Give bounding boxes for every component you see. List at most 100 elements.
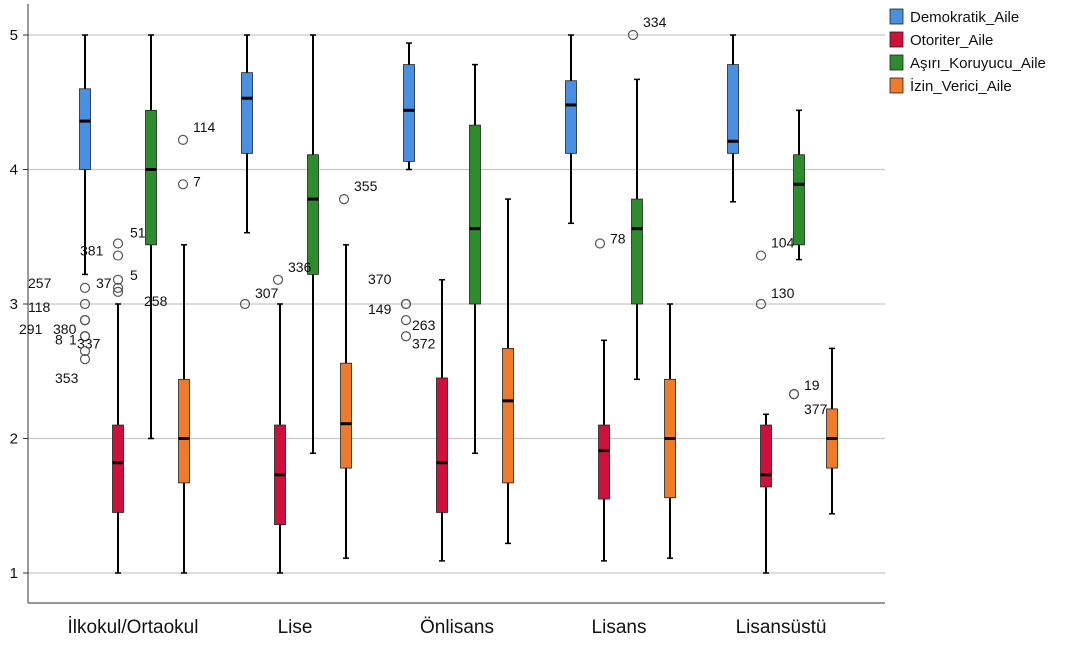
outlier-label: 355 (354, 178, 378, 194)
box-rect (145, 109, 157, 246)
box-rect (793, 154, 805, 246)
box-rect (340, 362, 352, 469)
legend-label: Aşırı_Koruyucu_Aile (910, 55, 1046, 72)
y-tick-label: 5 (10, 27, 18, 44)
y-tick-label: 1 (10, 565, 18, 582)
legend-label: Otoriter_Aile (910, 32, 993, 49)
box-rect (727, 64, 739, 154)
outlier-label: 78 (610, 230, 626, 246)
legend-label: İzin_Verici_Aile (910, 77, 1012, 95)
box-rect (469, 124, 481, 305)
outlier-point (112, 286, 124, 297)
outlier-label: 353 (55, 370, 79, 386)
outlier-label: 336 (288, 259, 312, 275)
outlier-label: 118 (28, 299, 51, 315)
x-category-label: İlkokul/Ortaokul (68, 617, 199, 638)
box-rect (631, 198, 643, 305)
outlier-point (112, 274, 124, 285)
box-rect (403, 64, 415, 162)
outlier-label: 381 (80, 243, 104, 259)
outlier-label: 372 (412, 335, 436, 351)
y-tick-label: 4 (10, 162, 18, 179)
outlier-point (272, 274, 284, 285)
outlier-point (112, 250, 124, 261)
outlier-point (594, 238, 606, 249)
box-0-0 (79, 34, 91, 276)
legend-swatch (889, 77, 904, 94)
box-0-3 (565, 34, 577, 225)
outlier-label: 307 (255, 285, 279, 301)
outlier-label: 1 (69, 331, 77, 347)
x-category-label: Lisansüstü (736, 617, 827, 638)
outlier-point (79, 331, 91, 342)
outlier-label: 263 (412, 317, 436, 333)
legend-swatch (889, 31, 904, 48)
box-2-0 (145, 34, 157, 440)
outlier-point (177, 134, 189, 146)
outlier-label: 149 (368, 301, 392, 317)
outlier-label: 104 (771, 235, 795, 251)
box-1-0 (112, 303, 124, 574)
box-rect (565, 80, 577, 154)
outlier-label: 5 (130, 267, 138, 283)
outlier-point (627, 29, 639, 41)
x-category-label: Önlisans (420, 617, 494, 638)
legend-swatch (889, 54, 904, 71)
box-1-4 (760, 413, 772, 574)
grid-layer (28, 34, 885, 574)
y-tick-label: 3 (10, 296, 18, 313)
box-rect (436, 377, 448, 513)
outlier-point (79, 298, 91, 310)
outlier-label: 19 (804, 377, 820, 393)
outlier-point (400, 298, 412, 310)
box-3-2 (502, 198, 514, 545)
outlier-label: 8 (55, 331, 63, 347)
box-1-1 (274, 303, 286, 574)
box-0-4 (727, 34, 739, 203)
box-2-1 (307, 34, 319, 455)
box-3-0 (178, 244, 190, 574)
outlier-label: 130 (771, 285, 795, 301)
outlier-point (400, 315, 412, 326)
outlier-label: 334 (643, 14, 667, 30)
outlier-label: 114 (193, 119, 216, 135)
outlier-point (112, 282, 124, 293)
box-1-2 (436, 279, 448, 562)
outlier-label: 257 (28, 275, 52, 291)
box-rect (112, 424, 124, 513)
axis-layer: 1 2 3 4 5 İlkokul/Ortaokul Lise Önlisans Lisans L… (10, 4, 885, 638)
outlier-point (79, 354, 91, 365)
box-3-4 (826, 347, 838, 515)
box-2-2 (469, 63, 481, 455)
box-2-4 (793, 109, 805, 261)
outlier-label: 370 (368, 271, 392, 287)
outlier-point (79, 345, 91, 357)
legend-label: Demokratik_Aile (910, 9, 1019, 26)
outlier-point (788, 389, 800, 400)
outlier-label: 380 (53, 321, 77, 337)
legend: Demokratik_Aile Otoriter_Aile Aşırı_Koruyu… (889, 8, 1046, 95)
box-layer (79, 34, 838, 574)
box-3-1 (340, 244, 352, 559)
outlier-point (239, 298, 251, 310)
box-rect (307, 154, 319, 275)
outlier-label: 37 (96, 275, 112, 291)
outlier-label: 291 (19, 321, 43, 337)
box-0-1 (241, 34, 253, 234)
box-rect (79, 88, 91, 170)
box-rect (598, 424, 610, 500)
outlier-point (177, 179, 189, 190)
outlier-point (79, 315, 91, 326)
x-category-label: Lisans (592, 617, 647, 638)
outlier-point (79, 282, 91, 293)
outlier-label: 258 (144, 293, 168, 309)
box-rect (760, 424, 772, 488)
outlier-label: 7 (193, 173, 201, 189)
box-1-3 (598, 339, 610, 562)
legend-swatch (889, 8, 904, 25)
box-rect (241, 72, 253, 154)
outlier-point (112, 238, 124, 249)
